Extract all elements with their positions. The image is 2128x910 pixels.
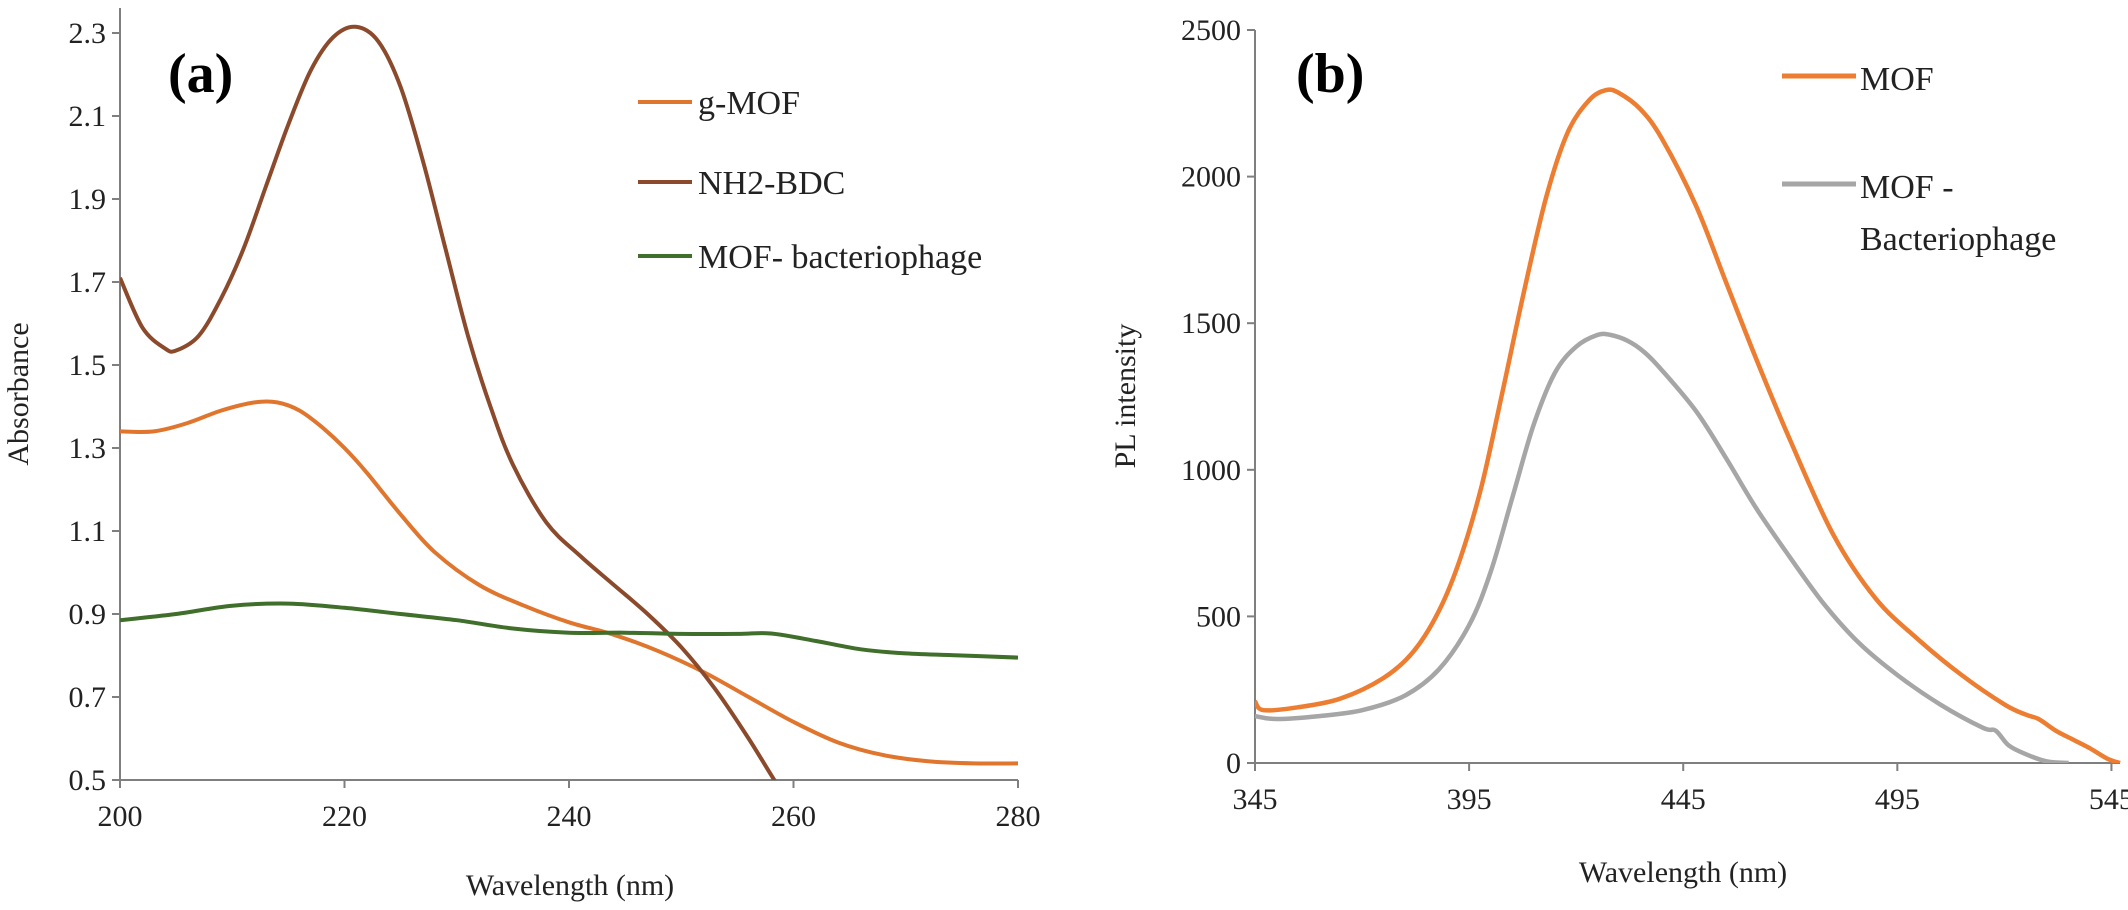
panel-a-y-tick-label: 0.7 — [69, 681, 107, 714]
panel-b-x-axis-title: Wavelength (nm) — [1579, 856, 1787, 889]
panel-a-x-axis-title: Wavelength (nm) — [466, 869, 674, 902]
panel-b-label: (b) — [1296, 43, 1364, 105]
panel-a-y-tick-label: 1.7 — [69, 266, 107, 299]
legend-label-mof-bacteriophage-b: MOF - Bacteriophage — [1860, 169, 2056, 258]
panel-b-series-line-2 — [1255, 331, 2069, 763]
panel-b-y-tick-label: 0 — [1226, 747, 1241, 780]
panel-a-series-line-1 — [120, 399, 1019, 766]
panel-b-y-axis-title: PL intensity — [1109, 324, 1142, 469]
panel-a-x-tick-labels: 200 220 240 260 280 — [98, 780, 1041, 833]
panel-b-x-tick-label: 445 — [1661, 783, 1706, 816]
panel-b-x-tick-label: 395 — [1447, 783, 1492, 816]
panel-b-series-lines — [1255, 87, 2121, 763]
panel-a-y-axis-title: Absorbance — [2, 322, 35, 465]
panel-a-y-tick-label: 1.1 — [69, 515, 107, 548]
panel-a-x-tick-label: 240 — [547, 800, 592, 833]
panel-a-legend: g-MOF NH2-BDC MOF- bacteriophage — [638, 85, 982, 276]
panel-a-x-tick-label: 280 — [996, 800, 1041, 833]
panel-a-y-tick-label: 0.5 — [69, 764, 107, 797]
panel-a-x-tick-label: 260 — [771, 800, 816, 833]
legend-label-mof-bacteriophage: MOF- bacteriophage — [698, 239, 982, 276]
panel-b-legend: MOF MOF - Bacteriophage — [1782, 61, 2056, 258]
legend-label-line-2: Bacteriophage — [1860, 221, 2056, 258]
panel-a-y-tick-label: 1.5 — [69, 349, 107, 382]
chart-panel-b: 345 395 445 495 545 0 500 1000 1500 2000 2500 (b)… — [1109, 14, 2128, 889]
panel-b-y-tick-label: 2500 — [1181, 14, 1241, 47]
panel-b-y-tick-label: 1000 — [1181, 454, 1241, 487]
panel-a-series-line-3 — [120, 601, 1019, 660]
panel-a-y-tick-label: 2.1 — [69, 100, 107, 133]
panel-a-y-tick-label: 1.9 — [69, 183, 107, 216]
panel-a-y-tick-label: 1.3 — [69, 432, 107, 465]
panel-a-y-tick-label: 0.9 — [69, 598, 107, 631]
panel-b-x-tick-label: 545 — [2089, 783, 2128, 816]
chart-panel-a: 200 220 240 260 280 0.5 0.7 0.9 1.1 1.3 1.5 1.7 1.9… — [2, 8, 1041, 902]
panel-a-y-tick-labels: 0.5 0.7 0.9 1.1 1.3 1.5 1.7 1.9 2.1 2.3 — [69, 17, 120, 797]
panel-b-x-tick-labels: 345 395 445 495 545 — [1233, 763, 2128, 816]
panel-b-x-tick-label: 495 — [1875, 783, 1920, 816]
legend-label-line-1: MOF - — [1860, 169, 1954, 206]
panel-a-series-lines — [120, 24, 1019, 780]
panel-a-label: (a) — [168, 43, 233, 105]
panel-a-x-tick-label: 200 — [98, 800, 143, 833]
panel-a-y-tick-label: 2.3 — [69, 17, 107, 50]
panel-b-y-tick-labels: 0 500 1000 1500 2000 2500 — [1181, 14, 1255, 780]
legend-label-mof: MOF — [1860, 61, 1934, 98]
panel-b-y-tick-label: 500 — [1196, 600, 1241, 633]
panel-b-x-tick-label: 345 — [1233, 783, 1278, 816]
legend-label-nh2-bdc: NH2-BDC — [698, 165, 845, 202]
panel-b-y-tick-label: 1500 — [1181, 307, 1241, 340]
panel-a-x-tick-label: 220 — [322, 800, 367, 833]
panel-a-series-line-2 — [120, 24, 777, 780]
panel-b-y-tick-label: 2000 — [1181, 161, 1241, 194]
legend-label-g-mof: g-MOF — [698, 85, 800, 122]
panel-b-series-line-1 — [1255, 87, 2121, 763]
